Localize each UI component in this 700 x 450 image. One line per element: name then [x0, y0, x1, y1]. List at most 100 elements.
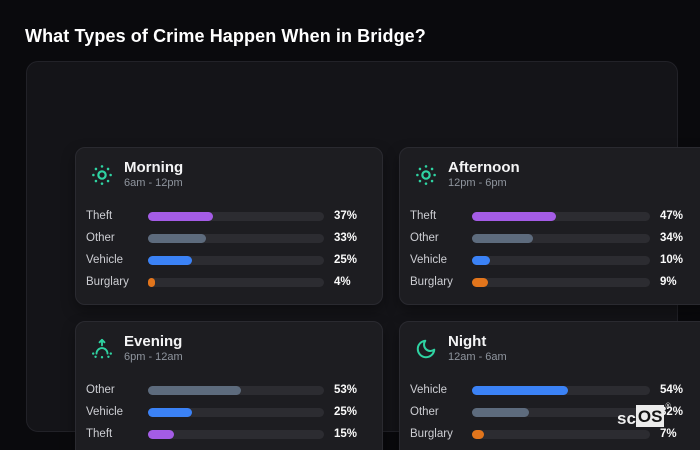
- crime-row: Vehicle 10%: [410, 249, 700, 271]
- crime-bar-fill: [148, 277, 156, 287]
- crime-row: Other 32%: [410, 401, 700, 423]
- panel-subtitle: 6am - 12pm: [124, 177, 183, 189]
- crime-percent: 25%: [334, 406, 358, 418]
- panel-header: Afternoon 12pm - 6pm: [413, 159, 520, 190]
- crime-row: Vehicle 25%: [86, 249, 374, 271]
- crime-bar-track: [472, 429, 650, 439]
- panel-heading: Afternoon 12pm - 6pm: [448, 159, 520, 190]
- crime-bar-track: [472, 407, 650, 417]
- crime-bar-fill: [472, 277, 489, 287]
- time-panel-morning: Morning 6am - 12pm Theft 37% Other 33% Vehic…: [75, 147, 383, 305]
- panel-heading: Night 12am - 6am: [448, 333, 507, 364]
- panel-title: Evening: [124, 333, 183, 350]
- crime-rows: Theft 37% Other 33% Vehicle 25% Burglary 4%: [86, 205, 374, 293]
- crime-percent: 32%: [660, 406, 684, 418]
- crime-percent: 15%: [334, 428, 358, 440]
- crime-label: Vehicle: [410, 254, 448, 266]
- crime-bar-track: [472, 233, 650, 243]
- crime-label: Theft: [86, 210, 113, 222]
- crime-bar-track: [148, 233, 324, 243]
- crime-rows: Vehicle 54% Other 32% Burglary 7% Theft7%: [410, 379, 700, 450]
- sunrise-icon: [92, 338, 112, 358]
- crime-row: Burglary 4%: [86, 271, 374, 293]
- moon-icon: [416, 339, 436, 358]
- scos-logo-suffix: OS: [635, 405, 665, 427]
- panel-icon-wrap: [413, 336, 439, 362]
- crime-row: Theft 15%: [86, 423, 374, 445]
- crime-percent: 25%: [334, 254, 358, 266]
- crime-percent: 4%: [334, 276, 351, 288]
- crime-bar-track: [148, 255, 324, 265]
- registered-mark: ®: [665, 403, 671, 410]
- crime-percent: 33%: [334, 232, 358, 244]
- panel-heading: Morning 6am - 12pm: [124, 159, 183, 190]
- panel-icon-wrap: [89, 336, 115, 362]
- panel-header: Evening 6pm - 12am: [89, 333, 183, 364]
- crime-percent: 47%: [660, 210, 684, 222]
- crime-label: Burglary: [86, 276, 129, 288]
- crime-row: Theft7%: [410, 445, 700, 450]
- time-panel-evening: Evening 6pm - 12am Other 53% Vehicle 25% The…: [75, 321, 383, 450]
- crime-row: Other 33%: [86, 227, 374, 249]
- crime-bar-fill: [472, 429, 485, 439]
- sun-icon: [92, 164, 112, 185]
- time-panel-night: Night 12am - 6am Vehicle 54% Other 32% Burgl…: [399, 321, 700, 450]
- crime-percent: 7%: [660, 428, 677, 440]
- crime-row: Burglary 7%: [410, 423, 700, 445]
- crime-bar-fill: [148, 255, 192, 265]
- crime-percent: 53%: [334, 384, 358, 396]
- crime-bar-fill: [472, 407, 529, 417]
- crime-label: Burglary: [410, 276, 453, 288]
- crime-bar-track: [472, 211, 650, 221]
- crime-bar-fill: [148, 429, 175, 439]
- crime-bar-fill: [148, 233, 207, 243]
- crime-label: Other: [410, 232, 439, 244]
- crime-bar-track: [148, 407, 324, 417]
- panel-header: Night 12am - 6am: [413, 333, 507, 364]
- crime-row: Theft 37%: [86, 205, 374, 227]
- crime-bar-track: [148, 277, 324, 287]
- scos-logo-prefix: sc: [617, 409, 636, 428]
- crime-label: Other: [86, 384, 115, 396]
- time-panel-afternoon: Afternoon 12pm - 6pm Theft 47% Other 34% Veh…: [399, 147, 700, 305]
- panel-title: Afternoon: [448, 159, 520, 176]
- panel-title: Morning: [124, 159, 184, 176]
- crime-bar-track: [472, 255, 650, 265]
- crime-row: Vehicle 54%: [410, 379, 700, 401]
- panel-header: Morning 6am - 12pm: [89, 159, 183, 190]
- page-title: What Types of Crime Happen When in Bridg…: [25, 26, 426, 46]
- crime-label: Other: [410, 406, 439, 418]
- crime-label: Theft: [86, 428, 113, 440]
- panel-icon-wrap: [413, 162, 439, 188]
- crime-row: Burglary 9%: [410, 271, 700, 293]
- panel-subtitle: 12am - 6am: [448, 351, 507, 363]
- crime-bar-track: [472, 277, 650, 287]
- crime-bar-fill: [148, 407, 192, 417]
- crime-label: Burglary: [410, 428, 453, 440]
- crime-label: Vehicle: [410, 384, 448, 396]
- panels-container: Morning 6am - 12pm Theft 37% Other 33% Vehic…: [26, 61, 700, 450]
- panel-title: Night: [448, 333, 487, 350]
- crime-label: Other: [86, 232, 115, 244]
- crime-bar-fill: [472, 385, 569, 395]
- crime-label: Theft: [410, 210, 437, 222]
- crime-percent: 37%: [334, 210, 358, 222]
- crime-bar-fill: [148, 385, 242, 395]
- crime-percent: 10%: [660, 254, 684, 266]
- crime-bar-track: [148, 429, 324, 439]
- panel-icon-wrap: [89, 162, 115, 188]
- crime-bar-fill: [148, 211, 214, 221]
- panel-subtitle: 12pm - 6pm: [448, 177, 507, 189]
- crime-percent: 54%: [660, 384, 684, 396]
- crime-label: Vehicle: [86, 254, 124, 266]
- crime-bar-track: [472, 385, 650, 395]
- crime-percent: 34%: [660, 232, 684, 244]
- crime-bar-fill: [472, 211, 556, 221]
- crime-row: Vehicle 25%: [86, 401, 374, 423]
- crime-bar-fill: [472, 255, 490, 265]
- crime-rows: Theft 47% Other 34% Vehicle 10% Burglary 9%: [410, 205, 700, 293]
- crime-row: Other 53%: [86, 379, 374, 401]
